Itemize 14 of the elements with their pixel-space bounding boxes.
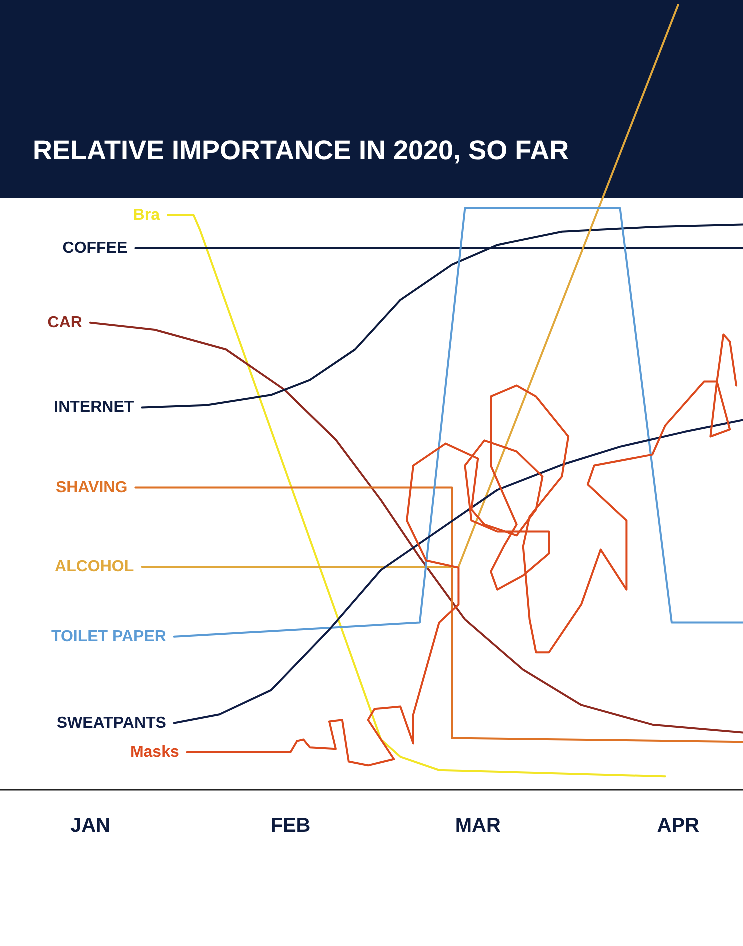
series-label: COFFEE [62,240,128,257]
x-tick-label: APR [657,815,700,837]
series-label: INTERNET [54,399,134,416]
series-label: SHAVING [56,479,128,496]
series-label: Masks [130,744,180,761]
text: RELATIVE IMPORTANCE IN 2020, SO FAR [33,136,570,166]
series-label: SWEATPANTS [56,714,167,732]
x-tick-label: FEB [270,815,311,837]
series-label: CAR [48,314,83,332]
x-tick-label: MAR [455,815,502,837]
x-tick-label: JAN [70,815,110,837]
series-label: TOILET PAPER [51,628,167,646]
series-label: Bra [133,206,160,224]
series-label: ALCOHOL [55,558,134,576]
